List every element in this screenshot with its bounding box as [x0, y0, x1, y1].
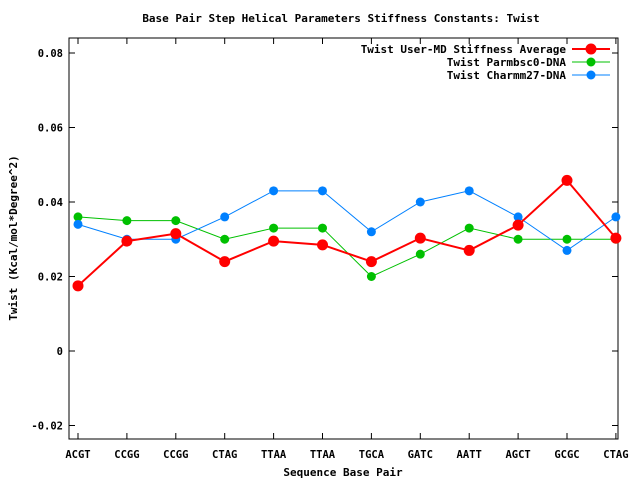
- y-tick-label: -0.02: [31, 421, 63, 433]
- legend-marker: [585, 43, 597, 55]
- x-tick-label: AATT: [457, 449, 482, 461]
- data-point: [513, 234, 523, 244]
- legend-marker: [586, 70, 596, 80]
- plot-frame: [68, 37, 619, 440]
- series-2: [73, 186, 621, 255]
- data-point: [122, 216, 132, 226]
- y-tick-label: 0.06: [38, 123, 63, 135]
- data-point: [318, 186, 327, 196]
- x-tick-label: ACGT: [65, 449, 90, 461]
- data-point: [268, 235, 280, 247]
- y-tick-label: 0.08: [38, 48, 63, 60]
- y-axis: -0.02 0 0.02 0.04 0.06 0.08: [31, 48, 618, 433]
- x-tick-label: CCGG: [163, 449, 188, 461]
- legend-label: Twist Charmm27-DNA: [447, 69, 567, 82]
- legend-label: Twist Parmbsc0-DNA: [447, 56, 567, 69]
- series-line: [77, 216, 616, 278]
- data-point: [220, 212, 230, 222]
- data-point: [269, 223, 279, 233]
- chart-title: Base Pair Step Helical Parameters Stiffn…: [142, 12, 539, 25]
- data-point: [72, 280, 84, 292]
- data-point: [317, 239, 328, 251]
- x-tick-label: AGCT: [505, 449, 530, 461]
- data-point: [463, 244, 475, 256]
- x-tick-label: CCGG: [114, 449, 139, 461]
- x-axis: ACGT CCGG CCGG CTAG TTAA TTAA TGCA GATC AATT AGCT…: [65, 38, 629, 461]
- data-point: [219, 256, 231, 268]
- data-point: [415, 249, 425, 259]
- data-point: [73, 219, 83, 229]
- x-tick-label: TGCA: [359, 449, 385, 461]
- series-line: [77, 178, 617, 287]
- data-point: [414, 232, 426, 244]
- series-0: [72, 174, 622, 292]
- data-point: [464, 223, 474, 233]
- y-tick-label: 0.04: [38, 197, 63, 209]
- data-point: [513, 212, 523, 222]
- data-point: [562, 245, 572, 255]
- data-point: [562, 234, 572, 244]
- data-point: [610, 232, 622, 244]
- data-point: [512, 219, 524, 231]
- data-point: [220, 234, 230, 244]
- data-point: [318, 223, 327, 233]
- y-axis-label: Twist (Kcal/mol*Degree^2): [7, 155, 20, 321]
- y-tick-label: 0.02: [38, 272, 63, 284]
- x-tick-label: CTAG: [212, 449, 237, 461]
- series-1: [73, 212, 621, 281]
- data-point: [611, 212, 621, 222]
- data-point: [269, 186, 279, 196]
- data-point: [73, 212, 83, 222]
- x-tick-label: CTAG: [603, 449, 628, 461]
- data-point: [561, 174, 573, 186]
- data-point: [366, 272, 376, 281]
- data-point: [121, 235, 133, 247]
- x-tick-label: TTAA: [310, 449, 336, 461]
- x-tick-label: GCGC: [554, 449, 579, 461]
- x-tick-label: GATC: [408, 449, 433, 461]
- legend-marker: [586, 57, 596, 67]
- y-tick-label: 0: [57, 346, 63, 358]
- data-point: [464, 186, 474, 196]
- data-point: [365, 256, 377, 268]
- x-axis-label: Sequence Base Pair: [283, 466, 403, 479]
- data-point: [366, 227, 376, 237]
- series-layer: [72, 174, 622, 292]
- x-tick-label: TTAA: [261, 449, 287, 461]
- series-line: [77, 190, 617, 252]
- data-point: [171, 216, 181, 226]
- data-point: [415, 197, 425, 207]
- data-point: [170, 228, 182, 240]
- legend-label: Twist User-MD Stiffness Average: [361, 43, 567, 56]
